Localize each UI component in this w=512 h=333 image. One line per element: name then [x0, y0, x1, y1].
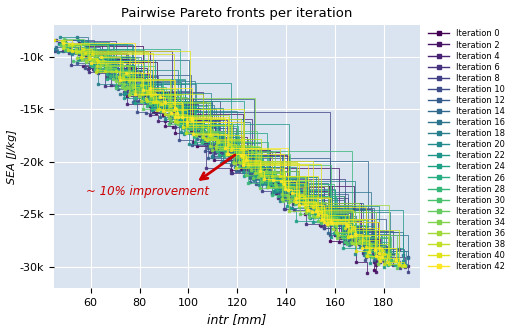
Y-axis label: SEA [J/kg]: SEA [J/kg]	[7, 129, 17, 184]
Title: Pairwise Pareto fronts per iteration: Pairwise Pareto fronts per iteration	[121, 7, 353, 20]
Legend: Iteration 0, Iteration 2, Iteration 4, Iteration 6, Iteration 8, Iteration 10, I: Iteration 0, Iteration 2, Iteration 4, I…	[428, 29, 505, 271]
X-axis label: intr [mm]: intr [mm]	[207, 313, 267, 326]
Text: ~ 10% improvement: ~ 10% improvement	[86, 185, 209, 198]
